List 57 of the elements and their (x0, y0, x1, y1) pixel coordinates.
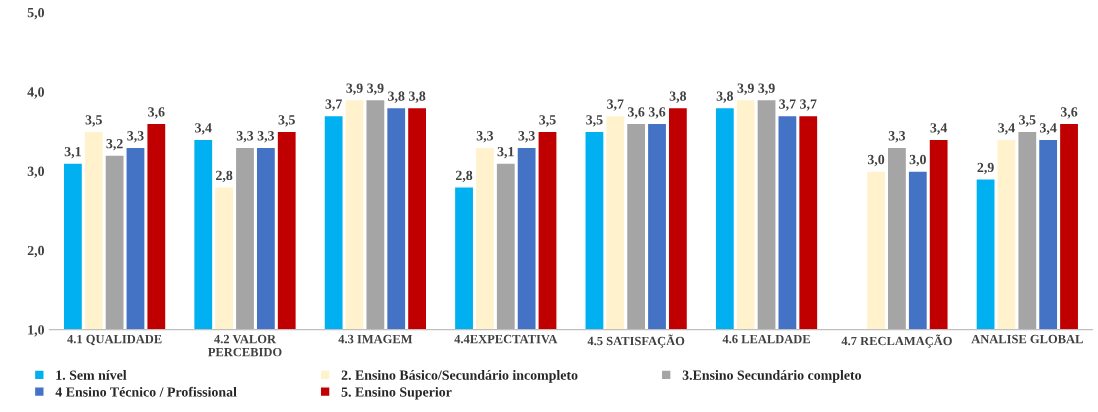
y-tick-label: 5,0 (27, 7, 45, 20)
data-label: 3,3 (518, 131, 535, 143)
data-label: 3,8 (388, 91, 405, 103)
legend-label: 4 Ensino Técnico / Profissional (55, 386, 237, 397)
data-label: 3,0 (909, 154, 926, 167)
data-label: 3,3 (476, 131, 494, 143)
data-label: 3,9 (346, 83, 363, 95)
x-tick-label: 4.3 IMAGEM (338, 334, 413, 344)
data-label: 3,7 (800, 99, 817, 111)
data-label: 3,2 (106, 139, 123, 151)
data-label: 3,8 (408, 91, 426, 103)
x-tick-label: 4.4EXPECTATIVA (454, 334, 558, 344)
data-label: 3,6 (1060, 107, 1078, 119)
data-label: 3,7 (779, 99, 796, 111)
data-label: 3,5 (278, 115, 295, 127)
data-label: 2,9 (977, 162, 994, 175)
x-tick-label: ANALISE GLOBAL (971, 334, 1083, 344)
legend-label: 1. Sem nível (56, 370, 127, 380)
data-label: 3,9 (367, 83, 384, 95)
data-label: 3,8 (669, 91, 687, 103)
x-tick-label: 4.6 LEALDADE (722, 334, 810, 344)
data-label: 3,9 (737, 83, 754, 95)
y-tick-label: 1,0 (28, 325, 45, 337)
x-tick-label: 4.1 QUALIDADE (67, 334, 162, 346)
x-tick-label: 4.2 VALOR PERCEBIDO (208, 334, 282, 357)
data-label: 3,5 (586, 115, 603, 127)
data-label: 3,4 (998, 123, 1015, 135)
data-label: 3,3 (127, 131, 144, 143)
data-label: 3,1 (64, 146, 81, 159)
data-label: 3,5 (1019, 115, 1036, 127)
data-label: 3,7 (607, 99, 624, 111)
data-label: 2,8 (455, 170, 473, 183)
legend-label: 5. Ensino Superior (341, 386, 452, 400)
legend-label: 3.Ensino Secundário completo (682, 370, 862, 383)
data-label: 2,8 (216, 170, 233, 183)
data-label: 3,8 (716, 91, 734, 103)
y-tick-label: 2,0 (27, 245, 45, 258)
data-label: 3,6 (148, 107, 165, 119)
data-label: 3,6 (628, 107, 645, 119)
y-tick-label: 4,0 (27, 87, 45, 99)
data-label: 3,7 (325, 99, 342, 111)
x-tick-label: 4.7 RECLAMAÇÃO (841, 334, 952, 348)
data-label: 3,5 (85, 115, 102, 127)
data-label: 3,3 (257, 131, 275, 143)
data-label: 3,9 (758, 83, 775, 95)
data-label: 3,3 (236, 131, 254, 143)
data-label: 3,4 (1040, 123, 1057, 135)
data-label: 3,4 (930, 123, 948, 135)
y-tick-label: 3,0 (27, 166, 45, 178)
legend-label: 2. Ensino Básico/Secundário incompleto (341, 370, 578, 383)
data-label: 3,5 (539, 115, 556, 127)
x-tick-label: 4.5 SATISFAÇÃO (587, 334, 685, 348)
data-label: 3,0 (867, 154, 885, 167)
data-label: 3,6 (648, 107, 666, 119)
data-label: 3,3 (888, 131, 906, 143)
data-label: 3,4 (195, 123, 212, 135)
data-label: 3,1 (497, 146, 514, 159)
